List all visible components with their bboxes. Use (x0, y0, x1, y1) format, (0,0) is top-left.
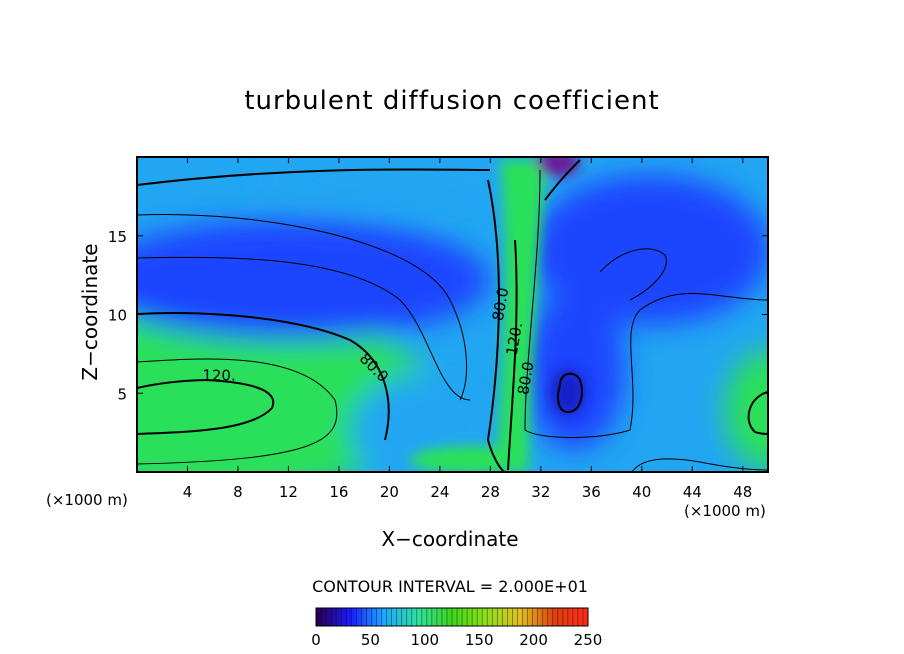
x-tick-label: 12 (279, 483, 298, 501)
x-tick-label: 24 (430, 483, 449, 501)
x-axis-label: X−coordinate (381, 527, 519, 551)
field-dark-spot (550, 368, 586, 416)
colorbar: 0 50 100 150 200 250 (311, 607, 603, 649)
field-min-patch (536, 157, 580, 177)
x-tick-label: 20 (380, 483, 399, 501)
contour-100-right-bottom (631, 458, 768, 472)
contour-interval: CONTOUR INTERVAL = 2.000E+01 (312, 577, 588, 596)
contour-label: 120. (202, 367, 235, 385)
contour-120-column (507, 239, 518, 471)
x-tick-label: 28 (481, 483, 500, 501)
colorbar-ramp (315, 607, 589, 627)
y-tick-label: 5 (117, 385, 127, 403)
contour-80-column-left (486, 179, 506, 472)
y-tick-label: 10 (108, 307, 127, 325)
contour-60-right (524, 169, 768, 438)
contour-40-right (599, 248, 667, 301)
field-high-right (725, 350, 768, 470)
x-tick-label: 36 (582, 483, 601, 501)
colorbar-tick-label: 250 (574, 631, 603, 649)
y-tick-label: 15 (108, 228, 127, 246)
field-bottom-band (410, 446, 530, 472)
contour-label: 80.0 (489, 286, 513, 322)
x-tick-label: 44 (683, 483, 702, 501)
contour-120-right (747, 391, 768, 435)
contour-120-left (137, 378, 275, 435)
colorbar-tick-label: 200 (519, 631, 548, 649)
contour-40-top (544, 159, 581, 201)
x-tick-label: 16 (329, 483, 348, 501)
colorbar-tick-label: 100 (410, 631, 439, 649)
x-axis-unit: (×1000 m) (684, 502, 766, 520)
field-low-upper-left (137, 220, 490, 340)
x-axis: 4 8 12 16 20 24 28 32 36 40 44 48 (183, 157, 752, 501)
y-axis: 5 10 15 (108, 228, 768, 403)
contour-lines (137, 159, 768, 472)
contour-60-upper (137, 214, 467, 401)
contour-80-left (137, 312, 390, 441)
colorbar-tick-label: 0 (311, 631, 321, 649)
x-tick-label: 8 (233, 483, 243, 501)
contour-80-top (137, 168, 491, 186)
x-tick-label: 40 (632, 483, 651, 501)
contour-60-left (137, 256, 471, 401)
contour-40-spot (557, 372, 583, 414)
field-high-column (496, 160, 546, 472)
chart-title: turbulent diffusion coefficient (244, 86, 660, 116)
colorbar-tick-label: 150 (465, 631, 494, 649)
y-axis-unit: (×1000 m) (46, 491, 128, 509)
x-tick-label: 32 (531, 483, 550, 501)
y-axis-label: Z−coordinate (78, 243, 102, 381)
x-tick-label: 48 (733, 483, 752, 501)
field-low-right (530, 175, 768, 325)
contour-label: 120. (503, 321, 527, 357)
contour-100-left (137, 358, 338, 465)
x-tick-label: 4 (183, 483, 193, 501)
colorbar-tick-label: 50 (361, 631, 380, 649)
contour-label: 80.0 (514, 360, 538, 396)
